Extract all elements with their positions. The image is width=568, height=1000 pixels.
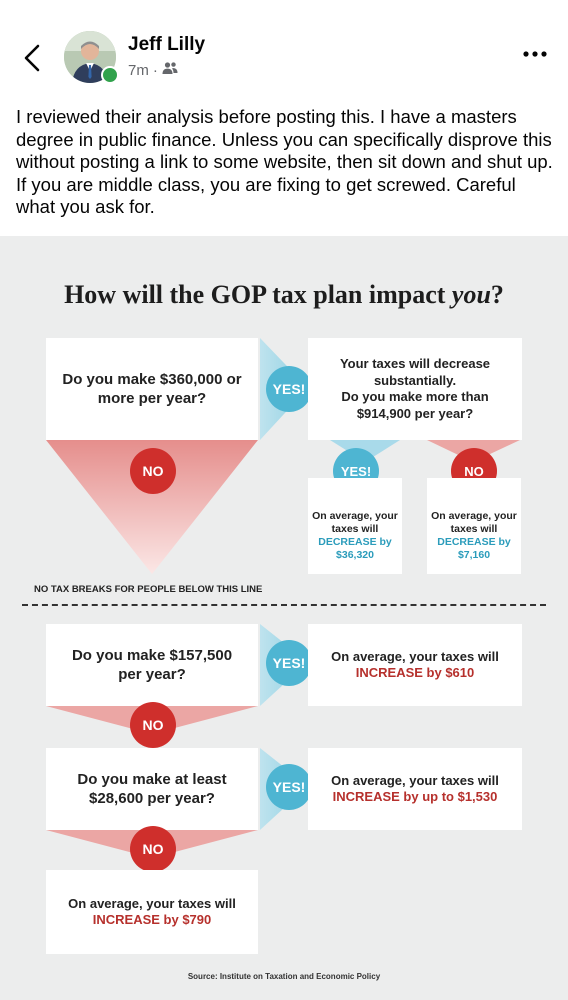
result-box-790: On average, your taxes will INCREASE by … <box>46 870 258 954</box>
no-tax-breaks-label: NO TAX BREAKS FOR PEOPLE BELOW THIS LINE <box>34 584 263 595</box>
result-7160-value: DECREASE by $7,160 <box>437 536 511 561</box>
chevron-left-icon[interactable] <box>20 38 48 78</box>
dashed-divider <box>22 604 546 606</box>
question-box-157k: Do you make $157,500 per year? <box>46 624 258 706</box>
no-badge: NO <box>130 448 176 494</box>
post-text: I reviewed their analysis before posting… <box>16 106 553 217</box>
decrease-text: Your taxes will decrease substantially. <box>339 356 491 388</box>
yes-badge: YES! <box>266 366 312 412</box>
decrease-box: Your taxes will decrease substantially. … <box>308 338 522 440</box>
question-914k-text: Do you make more than $914,900 per year? <box>341 389 489 421</box>
result-36320-prefix: On average, your taxes will <box>312 510 398 535</box>
question-360k-text: Do you make $360,000 or more per year? <box>62 371 242 407</box>
post-time[interactable]: 7m <box>128 61 149 79</box>
result-box-610: On average, your taxes will INCREASE by … <box>308 624 522 706</box>
result-7160-prefix: On average, your taxes will <box>431 510 517 535</box>
infographic-image[interactable]: How will the GOP tax plan impact you? Do… <box>0 236 568 1000</box>
question-box-360k: Do you make $360,000 or more per year? <box>46 338 258 440</box>
result-36320-value: DECREASE by $36,320 <box>318 536 392 561</box>
source-citation: Source: Institute on Taxation and Econom… <box>187 972 381 981</box>
result-box-36320: On average, your taxes will DECREASE by … <box>308 478 402 574</box>
no-badge-157k: NO <box>130 702 176 748</box>
result-1530-value: INCREASE by up to $1,530 <box>332 789 498 804</box>
post-meta: 7m · <box>128 61 178 79</box>
more-options-icon[interactable] <box>520 44 550 64</box>
infographic-title: How will the GOP tax plan impact you? <box>64 280 504 309</box>
meta-separator: · <box>152 61 158 79</box>
result-box-1530: On average, your taxes will INCREASE by … <box>308 748 522 830</box>
online-status-dot <box>101 66 119 84</box>
post-header: Jeff Lilly 7m · <box>0 0 568 100</box>
question-28k-text: Do you make at least $28,600 per year? <box>77 771 227 807</box>
result-610-value: INCREASE by $610 <box>355 665 475 680</box>
result-790-prefix: On average, your taxes will <box>68 895 236 911</box>
author-name[interactable]: Jeff Lilly <box>128 34 206 55</box>
yes-badge-157k: YES! <box>266 640 312 686</box>
result-610-prefix: On average, your taxes will <box>331 648 499 664</box>
friends-icon <box>162 61 178 79</box>
result-1530-prefix: On average, your taxes will <box>331 772 499 788</box>
question-157k-text: Do you make $157,500 per year? <box>71 647 233 683</box>
result-box-7160: On average, your taxes will DECREASE by … <box>427 478 521 574</box>
no-badge-28k: NO <box>130 826 176 872</box>
yes-badge-28k: YES! <box>266 764 312 810</box>
result-790-value: INCREASE by $790 <box>92 912 212 927</box>
question-box-28k: Do you make at least $28,600 per year? <box>46 748 258 830</box>
avatar[interactable] <box>64 31 116 83</box>
